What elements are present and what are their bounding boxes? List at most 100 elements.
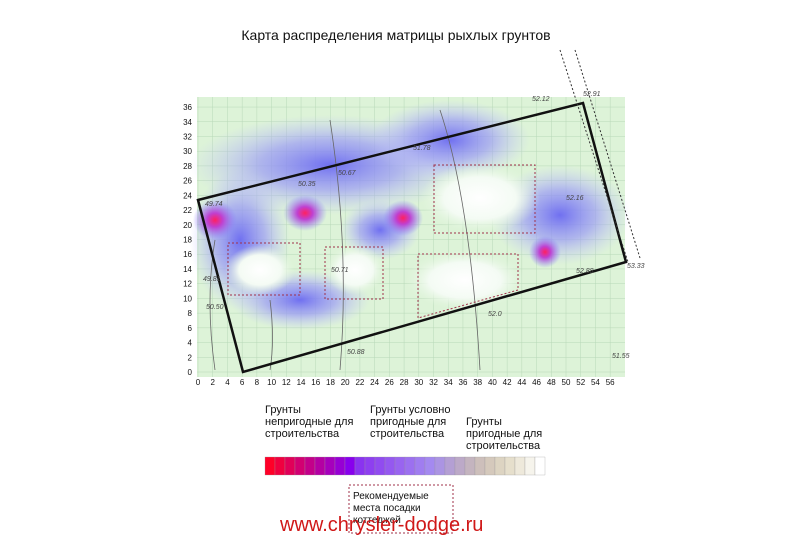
spot-label: 51.78	[413, 145, 431, 152]
y-tick-label: 34	[183, 118, 192, 127]
heat	[190, 100, 630, 330]
legend-swatch	[324, 456, 336, 476]
y-tick-label: 20	[183, 221, 192, 230]
legend-swatch	[384, 456, 396, 476]
legend-swatch	[434, 456, 446, 476]
legend-recommended: Рекомендуемые места посадки коттеджей	[353, 491, 429, 526]
legend-swatch	[344, 456, 356, 476]
x-tick-label: 18	[326, 378, 335, 387]
spot-label: 52.88	[576, 268, 594, 275]
y-tick-label: 12	[183, 280, 192, 289]
x-tick-label: 16	[311, 378, 320, 387]
legend-swatch	[374, 456, 386, 476]
legend-box	[348, 484, 454, 534]
x-tick-label: 32	[429, 378, 438, 387]
spot-labels: 52.91 52.12 49.74 50.35 50.67 51.78 52.16 53.33…	[203, 91, 645, 360]
x-tick-label: 24	[370, 378, 379, 387]
legend-suitable: Грунты пригодные для строительства	[466, 416, 543, 452]
spot-label: 52.91	[583, 91, 601, 98]
y-tick-label: 22	[183, 206, 192, 215]
spot-label: 50.50	[206, 304, 224, 311]
x-tick-label: 54	[591, 378, 600, 387]
legend-swatch	[264, 456, 276, 476]
x-tick-label: 8	[255, 378, 260, 387]
spot-label: 50.67	[338, 170, 357, 177]
axis-ticks: 0 2 4 6 8 10 12 14 16 18 20 22 24 26 28 30 32 34 36 38 40 42 4…	[183, 103, 615, 387]
legend-swatch	[534, 456, 546, 476]
y-tick-label: 30	[183, 147, 192, 156]
y-tick-label: 10	[183, 294, 192, 303]
spot-label: 52.0	[488, 311, 502, 318]
x-tick-label: 20	[341, 378, 350, 387]
x-tick-label: 40	[488, 378, 497, 387]
y-tick-label: 2	[188, 353, 193, 362]
x-tick-label: 42	[503, 378, 512, 387]
x-tick-label: 28	[400, 378, 409, 387]
legend-swatch	[364, 456, 376, 476]
x-tick-label: 30	[414, 378, 423, 387]
y-tick-label: 16	[183, 250, 192, 259]
legend-swatch	[524, 456, 536, 476]
legend-swatch	[514, 456, 526, 476]
spot-label: 50.88	[347, 349, 365, 356]
title: Карта распределения матрицы рыхлых грунт…	[241, 27, 550, 43]
legend-scale	[264, 456, 546, 476]
y-tick-label: 36	[183, 103, 192, 112]
x-tick-label: 14	[297, 378, 306, 387]
x-tick-label: 6	[240, 378, 245, 387]
x-tick-label: 38	[473, 378, 482, 387]
legend-swatch	[294, 456, 306, 476]
spot-label: 49.74	[205, 201, 223, 208]
x-tick-label: 2	[210, 378, 215, 387]
watermark: www.chrysler-dodge.ru	[280, 514, 484, 536]
legend-swatch	[304, 456, 316, 476]
spot-label: 49.81	[203, 276, 221, 283]
y-tick-label: 24	[183, 191, 192, 200]
x-tick-label: 22	[355, 378, 364, 387]
spot-label: 52.12	[532, 96, 550, 103]
y-tick-label: 18	[183, 236, 192, 245]
legend-swatch	[464, 456, 476, 476]
y-tick-label: 32	[183, 132, 192, 141]
legend-swatch	[414, 456, 426, 476]
x-tick-label: 36	[459, 378, 468, 387]
legend-swatch	[334, 456, 346, 476]
legend-swatch	[354, 456, 366, 476]
y-tick-label: 28	[183, 162, 192, 171]
x-tick-label: 52	[576, 378, 585, 387]
road	[559, 49, 641, 263]
x-tick-label: 12	[282, 378, 291, 387]
legend-swatch	[474, 456, 486, 476]
spot-label: 52.16	[566, 195, 584, 202]
legend-swatch	[274, 456, 286, 476]
spot-label: 53.33	[627, 263, 645, 270]
legend-swatch	[504, 456, 516, 476]
legend-swatch	[454, 456, 466, 476]
legend-swatch	[444, 456, 456, 476]
y-tick-label: 8	[188, 309, 193, 318]
x-tick-label: 48	[547, 378, 556, 387]
legend-swatch	[424, 456, 436, 476]
x-tick-label: 56	[606, 378, 615, 387]
x-tick-label: 46	[532, 378, 541, 387]
spot-label: 51.55	[612, 353, 630, 360]
x-tick-label: 4	[225, 378, 230, 387]
plot-boundary	[196, 101, 628, 374]
legend-swatch	[404, 456, 416, 476]
x-tick-label: 44	[517, 378, 526, 387]
y-tick-label: 14	[183, 265, 192, 274]
x-tick-label: 26	[385, 378, 394, 387]
legend-unsuitable: Грунты непригодные для строительства	[265, 404, 354, 440]
legend-swatch	[314, 456, 326, 476]
legend-swatch	[494, 456, 506, 476]
legend-swatch	[484, 456, 496, 476]
y-tick-label: 26	[183, 177, 192, 186]
x-tick-label: 34	[444, 378, 453, 387]
spot-label: 50.71	[331, 267, 349, 274]
x-tick-label: 10	[267, 378, 276, 387]
x-tick-label: 0	[196, 378, 201, 387]
y-tick-label: 0	[188, 368, 193, 377]
spot-label: 50.35	[298, 181, 316, 188]
